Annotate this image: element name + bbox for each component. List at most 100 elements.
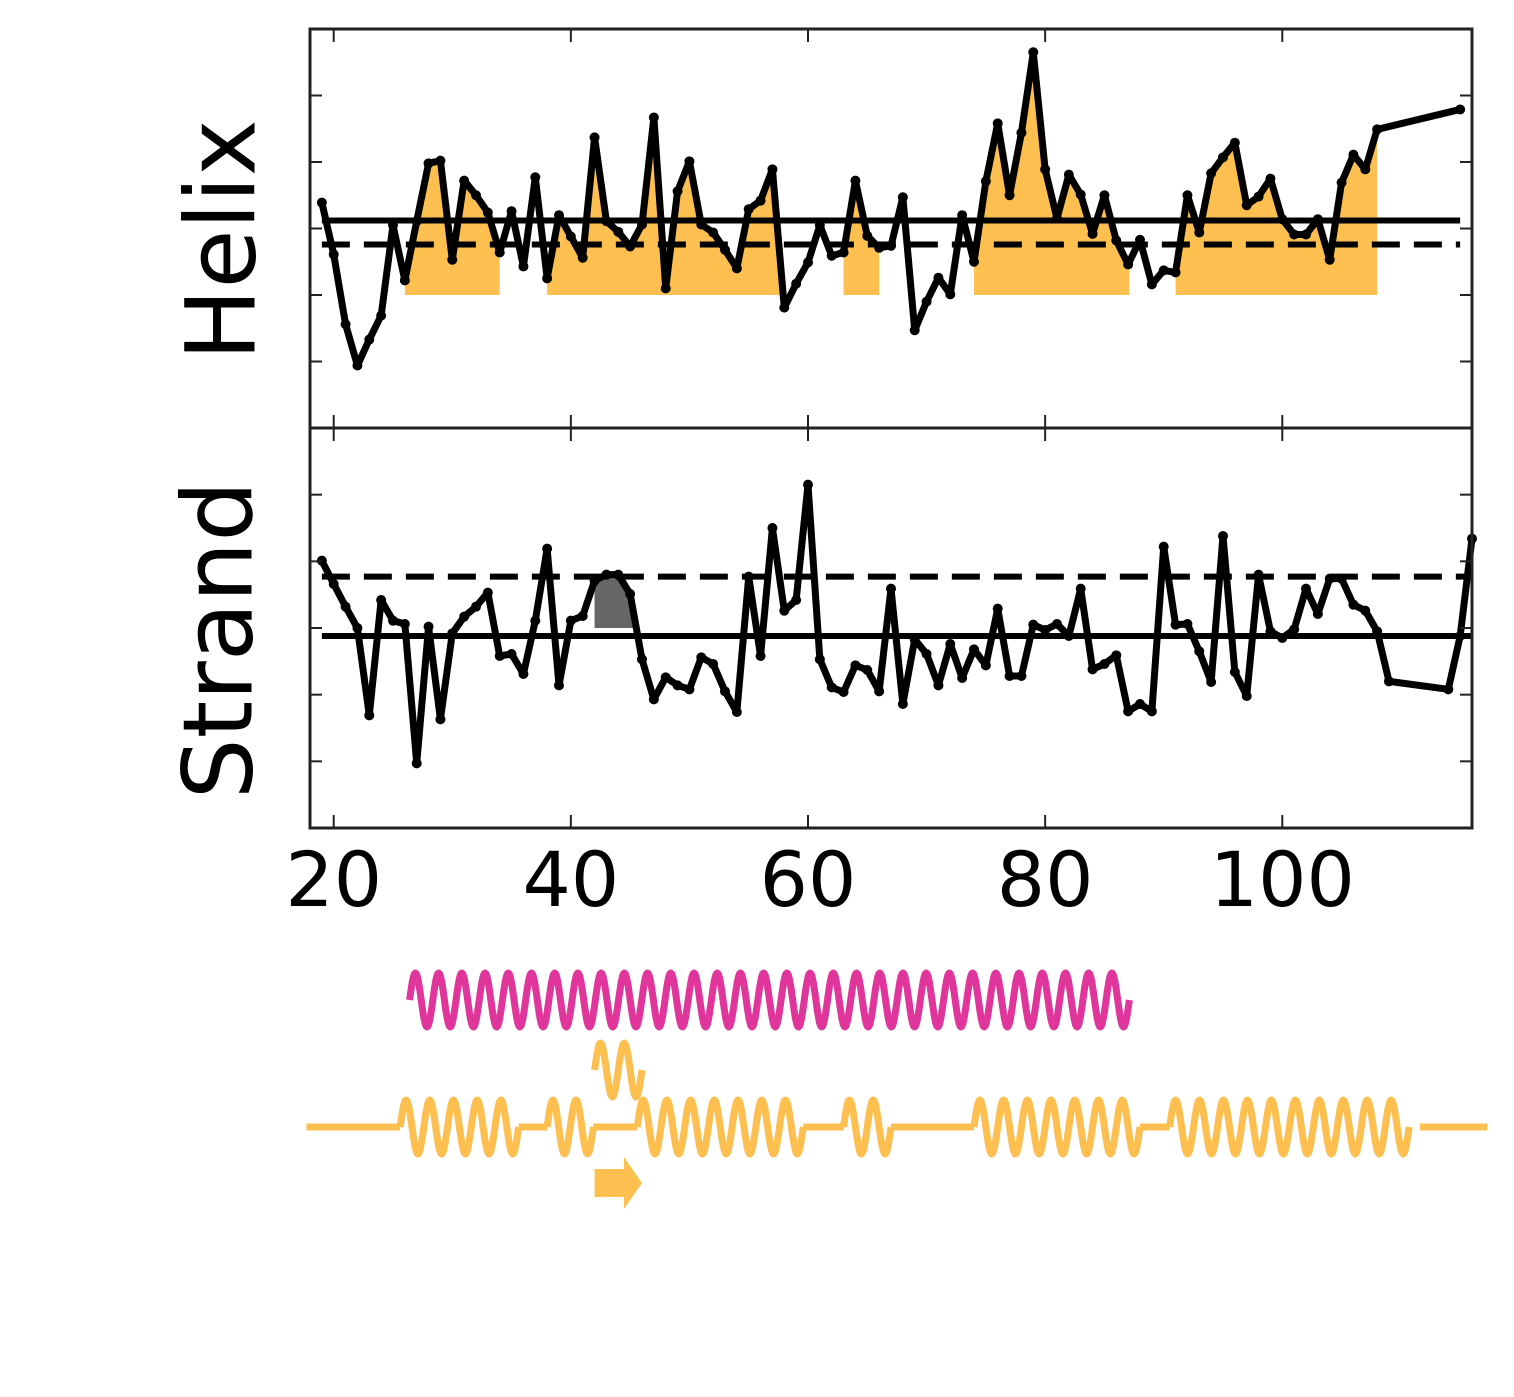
data-point bbox=[625, 589, 636, 599]
data-point bbox=[1087, 664, 1098, 675]
data-point bbox=[720, 686, 730, 697]
data-point bbox=[684, 684, 695, 695]
shaded-region bbox=[404, 160, 500, 295]
data-point bbox=[471, 190, 481, 201]
data-point bbox=[340, 601, 351, 612]
data-point bbox=[992, 603, 1003, 614]
data-point bbox=[399, 619, 410, 629]
data-point bbox=[613, 226, 624, 237]
data-point bbox=[862, 665, 873, 675]
data-point bbox=[696, 219, 707, 230]
data-point bbox=[921, 649, 932, 659]
data-point bbox=[1040, 164, 1051, 175]
data-point bbox=[1324, 573, 1335, 584]
data-point bbox=[1063, 631, 1074, 641]
data-point bbox=[838, 247, 849, 258]
helix bbox=[543, 1096, 597, 1158]
data-point bbox=[992, 118, 1003, 129]
data-point bbox=[554, 680, 564, 691]
data-point bbox=[1004, 671, 1015, 681]
data-point bbox=[696, 652, 707, 663]
data-point bbox=[803, 479, 813, 490]
data-point bbox=[625, 241, 636, 252]
data-point bbox=[388, 220, 398, 231]
data-point bbox=[1182, 190, 1193, 201]
data-point bbox=[637, 219, 647, 230]
data-point bbox=[826, 682, 837, 693]
y-axis-label: Strand bbox=[162, 481, 274, 800]
data-point bbox=[328, 579, 339, 589]
data-point bbox=[1135, 699, 1145, 709]
data-point bbox=[494, 247, 505, 258]
data-point bbox=[648, 694, 659, 705]
data-point bbox=[1384, 676, 1394, 687]
data-point bbox=[447, 254, 458, 265]
data-point bbox=[1241, 200, 1252, 211]
data-point bbox=[1123, 706, 1134, 717]
data-point bbox=[933, 272, 944, 283]
data-point bbox=[945, 289, 956, 300]
data-point bbox=[767, 523, 778, 533]
data-point bbox=[1099, 659, 1110, 669]
data-point bbox=[1360, 164, 1371, 175]
data-point bbox=[1028, 47, 1039, 58]
data-point bbox=[1206, 168, 1217, 179]
data-point bbox=[1277, 633, 1288, 643]
data-point bbox=[1194, 227, 1205, 238]
data-point bbox=[1312, 609, 1323, 619]
data-point bbox=[874, 686, 885, 697]
data-point bbox=[957, 673, 968, 683]
data-point bbox=[352, 623, 363, 633]
data-point bbox=[980, 660, 991, 671]
data-point bbox=[577, 611, 588, 621]
data-point bbox=[969, 644, 979, 655]
data-point bbox=[1372, 626, 1383, 637]
data-point bbox=[672, 186, 683, 197]
data-point bbox=[340, 319, 351, 330]
data-point bbox=[1301, 583, 1311, 594]
data-point bbox=[423, 621, 434, 632]
data-point bbox=[779, 605, 790, 616]
data-point bbox=[423, 158, 434, 169]
data-point bbox=[1063, 169, 1074, 180]
data-point bbox=[1218, 531, 1228, 541]
y-axis-label: Helix bbox=[165, 119, 277, 360]
data-point bbox=[969, 256, 979, 267]
data-point bbox=[886, 583, 896, 594]
data-point bbox=[850, 175, 861, 186]
data-point bbox=[471, 601, 481, 612]
data-point bbox=[850, 660, 861, 671]
data-point bbox=[731, 263, 742, 274]
data-point bbox=[1241, 691, 1252, 701]
data-point bbox=[838, 687, 849, 697]
data-point bbox=[459, 611, 470, 622]
data-point bbox=[577, 252, 588, 263]
data-point bbox=[1265, 626, 1276, 637]
data-point bbox=[1123, 259, 1134, 270]
data-point bbox=[554, 210, 564, 221]
x-tick-label: 40 bbox=[522, 835, 619, 924]
data-point bbox=[1170, 619, 1181, 630]
data-point bbox=[518, 261, 529, 272]
data-point bbox=[459, 175, 470, 186]
data-point bbox=[399, 275, 410, 286]
data-point bbox=[909, 634, 920, 645]
data-point bbox=[886, 240, 896, 251]
helix bbox=[970, 1096, 1144, 1158]
data-point bbox=[530, 172, 541, 183]
data-point bbox=[1052, 213, 1062, 224]
data-point bbox=[1301, 229, 1311, 240]
data-point bbox=[1004, 190, 1015, 201]
data-point bbox=[388, 615, 398, 626]
data-point bbox=[376, 595, 387, 605]
data-point bbox=[601, 216, 612, 227]
data-point bbox=[1182, 619, 1193, 629]
data-point bbox=[1324, 254, 1335, 265]
helix bbox=[591, 1039, 646, 1101]
data-point bbox=[660, 672, 671, 683]
data-point bbox=[1052, 619, 1062, 629]
data-point bbox=[1040, 625, 1051, 635]
data-point bbox=[494, 651, 505, 661]
data-point bbox=[518, 669, 529, 679]
data-point bbox=[1229, 667, 1240, 677]
